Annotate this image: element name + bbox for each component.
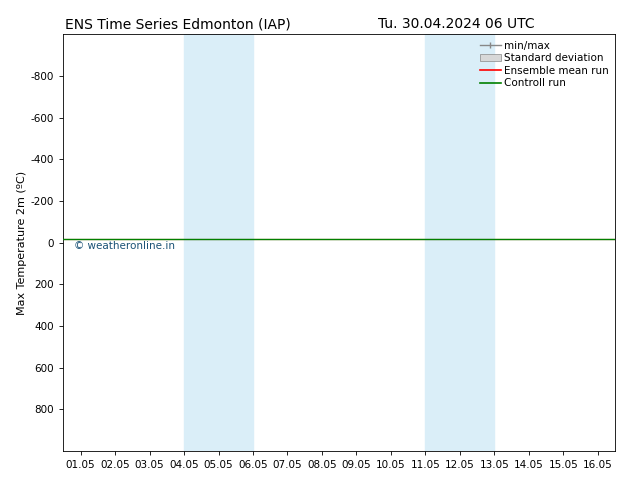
Legend: min/max, Standard deviation, Ensemble mean run, Controll run: min/max, Standard deviation, Ensemble me… (476, 36, 613, 93)
Y-axis label: Max Temperature 2m (ºC): Max Temperature 2m (ºC) (17, 171, 27, 315)
Text: © weatheronline.in: © weatheronline.in (74, 241, 176, 251)
Text: Tu. 30.04.2024 06 UTC: Tu. 30.04.2024 06 UTC (378, 17, 535, 31)
Bar (184, 34, 253, 451)
Text: ENS Time Series Edmonton (IAP): ENS Time Series Edmonton (IAP) (65, 17, 290, 31)
Bar (425, 34, 495, 451)
